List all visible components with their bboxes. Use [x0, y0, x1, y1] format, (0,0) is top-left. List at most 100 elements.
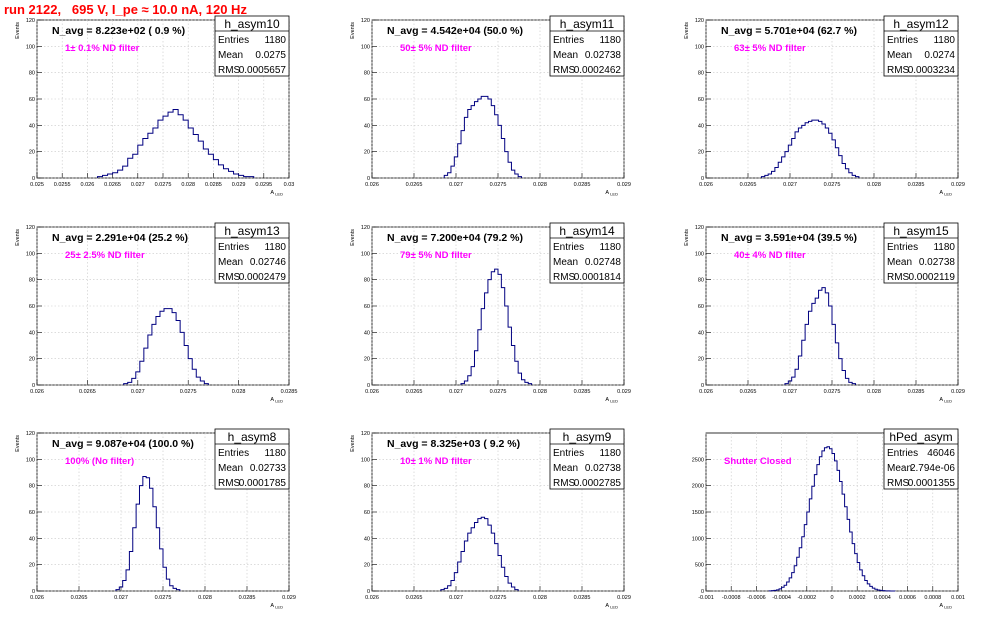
- x-tick-label: 0.028: [198, 595, 212, 601]
- x-tick-label: 0.029: [951, 389, 965, 395]
- filter-label: 25± 2.5% ND filter: [65, 250, 145, 261]
- n-avg-label: N_avg = 5.701e+04 (62.7 %): [721, 25, 857, 37]
- y-tick-label: 20: [698, 150, 704, 156]
- x-tick-label: 0.0275: [155, 182, 172, 188]
- stats-value: 0.0005657: [239, 65, 287, 76]
- x-tick-label: 0.0265: [406, 595, 423, 601]
- stats-label: Entries: [887, 448, 918, 459]
- filter-label: 100% (No filter): [65, 456, 134, 467]
- x-tick-label: 0.0265: [406, 389, 423, 395]
- stats-label: Mean: [553, 463, 578, 474]
- stats-label: RMS: [553, 272, 576, 283]
- y-tick-label: 0: [367, 176, 370, 182]
- stats-title: h_asym13: [224, 224, 280, 238]
- y-tick-label: 80: [364, 278, 370, 284]
- y-tick-label: 120: [361, 431, 370, 437]
- stats-label: Mean: [218, 50, 243, 61]
- y-tick-label: 120: [695, 225, 704, 231]
- stats-title: h_asym11: [560, 17, 615, 31]
- stats-value: 0.0001785: [239, 478, 287, 489]
- x-tick-label: 0.0002: [849, 595, 866, 601]
- y-axis-label: Events: [350, 229, 356, 246]
- histogram-h_asym15: 0.026 0.0265 0.027 0.0275 0.028 0.0285 0.029 0 2…: [684, 222, 965, 404]
- x-tick-label: 0.03: [284, 182, 295, 188]
- y-tick-label: 100: [361, 457, 370, 463]
- y-tick-label: 500: [695, 563, 704, 569]
- x-axis-label: A LED: [270, 603, 283, 610]
- stats-value: 2.794e-06: [910, 463, 955, 474]
- x-tick-label: 0.029: [232, 182, 246, 188]
- x-tick-label: 0.027: [449, 595, 463, 601]
- stats-label: Mean: [553, 50, 578, 61]
- x-tick-label: 0.0285: [205, 182, 222, 188]
- y-tick-label: 120: [26, 225, 35, 231]
- x-tick-label: 0.028: [867, 182, 881, 188]
- x-tick-label: 0.027: [449, 389, 463, 395]
- stats-title: hPed_asym: [889, 430, 952, 444]
- stats-value: 1180: [599, 242, 621, 253]
- y-tick-label: 60: [364, 510, 370, 516]
- x-tick-label: 0.028: [533, 182, 547, 188]
- y-tick-label: 100: [26, 44, 35, 50]
- x-tick-label: 0.029: [617, 389, 631, 395]
- stats-label: RMS: [553, 478, 576, 489]
- x-tick-label: 0.025: [30, 182, 44, 188]
- stats-value: 0.0275: [255, 50, 286, 61]
- n-avg-label: N_avg = 9.087e+04 (100.0 %): [52, 438, 194, 450]
- y-tick-label: 0: [701, 589, 704, 595]
- stats-value: 1180: [933, 35, 955, 46]
- x-tick-label: 0.0006: [899, 595, 916, 601]
- y-tick-label: 0: [367, 383, 370, 389]
- histogram-outline: [440, 516, 519, 591]
- stats-label: RMS: [887, 478, 910, 489]
- stats-label: RMS: [218, 65, 241, 76]
- stats-box: [214, 222, 290, 284]
- stats-label: Entries: [887, 242, 918, 253]
- x-tick-label: 0.026: [365, 595, 379, 601]
- y-tick-label: 40: [364, 123, 370, 129]
- histogram-outline: [96, 109, 255, 178]
- x-axis-label: A LED: [270, 190, 283, 197]
- stats-title: h_asym8: [228, 430, 277, 444]
- stats-value: 1180: [599, 35, 621, 46]
- histogram-h_asym9: 0.026 0.0265 0.027 0.0275 0.028 0.0285 0.029 0 2…: [350, 428, 631, 610]
- x-tick-label: -0.0002: [797, 595, 816, 601]
- y-axis-label: Events: [15, 229, 21, 246]
- x-tick-label: 0.0275: [824, 389, 841, 395]
- stats-box: [883, 222, 959, 284]
- stats-value: 0.02748: [585, 257, 622, 268]
- stats-value: 0.02738: [919, 257, 956, 268]
- stats-label: Entries: [218, 35, 249, 46]
- stats-label: Mean: [218, 257, 243, 268]
- y-tick-label: 60: [364, 304, 370, 310]
- y-tick-label: 40: [364, 330, 370, 336]
- filter-label: 63± 5% ND filter: [734, 43, 806, 54]
- y-tick-label: 80: [29, 278, 35, 284]
- x-tick-label: 0.0285: [574, 595, 591, 601]
- histogram-hPed_asym: -0.001 -0.0008 -0.0006 -0.0004 -0.0002 0 0.000…: [692, 428, 965, 610]
- stats-value: 0.02738: [585, 463, 622, 474]
- stats-label: Entries: [553, 448, 584, 459]
- y-tick-label: 0: [701, 176, 704, 182]
- y-tick-label: 20: [29, 357, 35, 363]
- y-tick-label: 60: [29, 304, 35, 310]
- x-tick-label: 0.028: [181, 182, 195, 188]
- filter-label: 40± 4% ND filter: [734, 250, 806, 261]
- y-tick-label: 100: [361, 251, 370, 257]
- y-tick-label: 40: [698, 330, 704, 336]
- stats-box: [549, 222, 625, 284]
- stats-box: [549, 428, 625, 490]
- filter-label: Shutter Closed: [724, 456, 792, 467]
- histogram-outline: [460, 268, 533, 385]
- y-tick-label: 20: [29, 563, 35, 569]
- y-tick-label: 80: [364, 484, 370, 490]
- y-tick-label: 80: [698, 71, 704, 77]
- x-tick-label: 0.027: [114, 595, 128, 601]
- y-tick-label: 60: [364, 97, 370, 103]
- y-tick-label: 40: [29, 536, 35, 542]
- x-tick-label: 0.0275: [180, 389, 197, 395]
- histogram-h_asym12: 0.026 0.0265 0.027 0.0275 0.028 0.0285 0.029 0 2…: [684, 15, 965, 197]
- x-tick-label: 0.028: [232, 389, 246, 395]
- x-tick-label: 0.028: [867, 389, 881, 395]
- y-tick-label: 1000: [692, 536, 704, 542]
